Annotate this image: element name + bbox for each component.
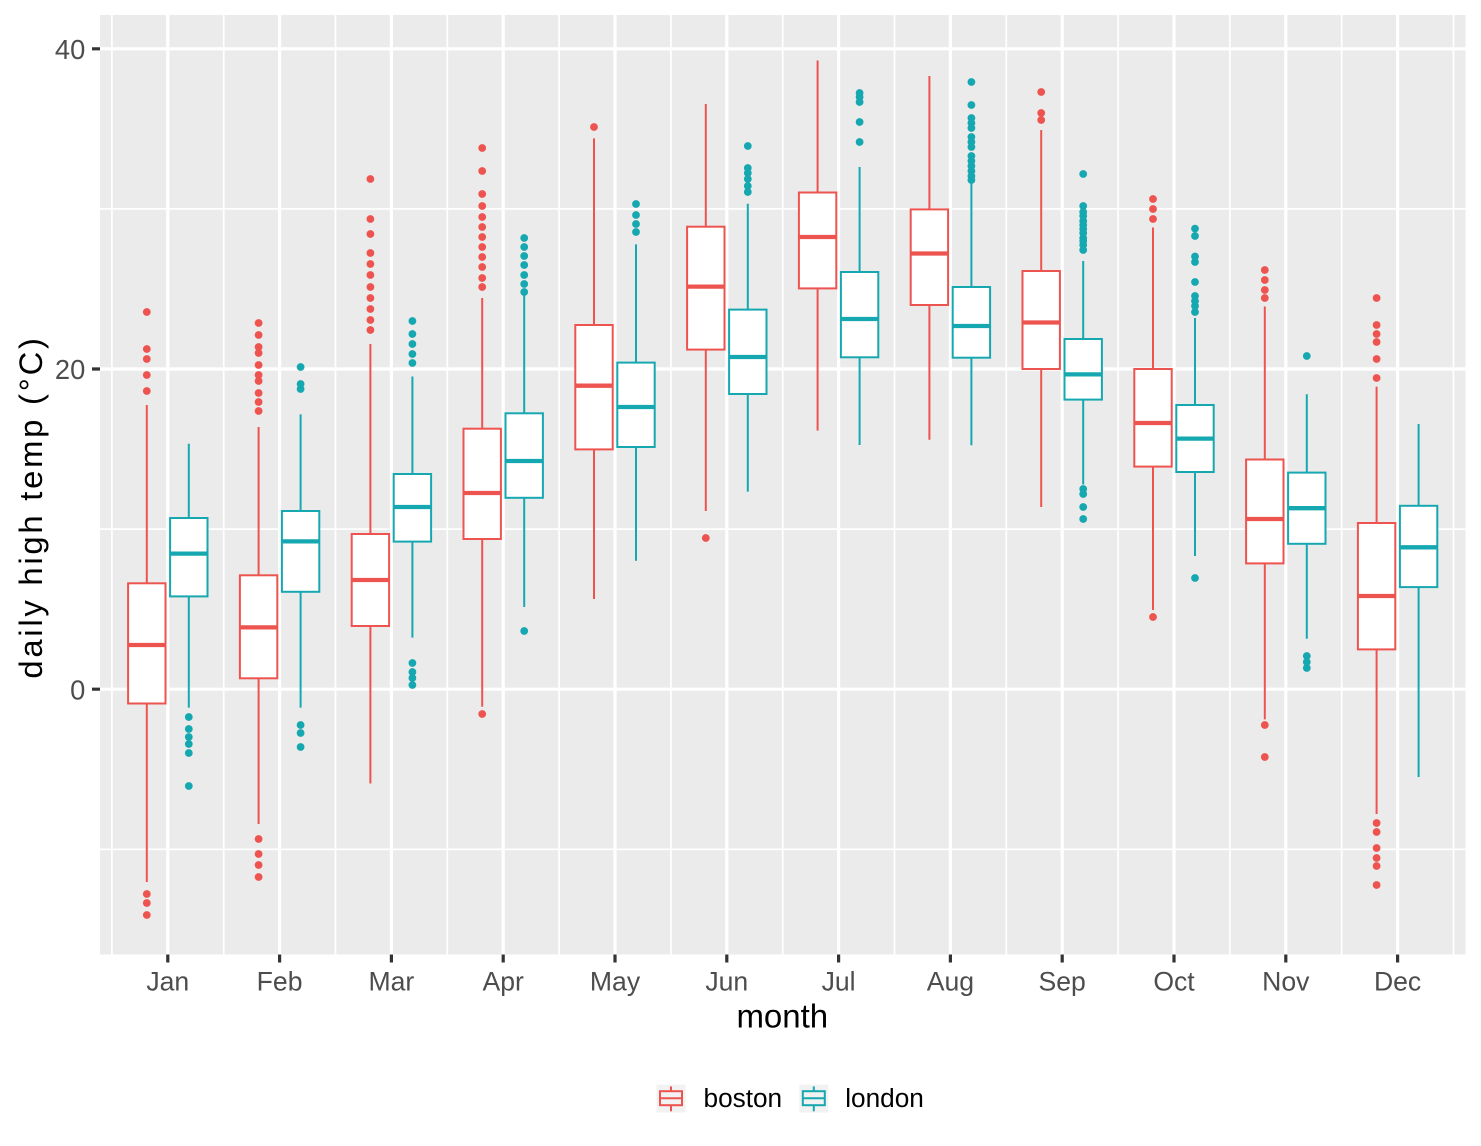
svg-text:Feb: Feb xyxy=(257,967,303,997)
svg-text:Mar: Mar xyxy=(368,967,414,997)
svg-text:Aug: Aug xyxy=(927,967,974,997)
svg-text:Dec: Dec xyxy=(1374,967,1421,997)
svg-text:month: month xyxy=(736,997,828,1034)
svg-text:daily high temp (°C): daily high temp (°C) xyxy=(12,335,49,678)
svg-text:Sep: Sep xyxy=(1039,967,1086,997)
svg-text:May: May xyxy=(590,967,641,997)
svg-text:20: 20 xyxy=(55,354,85,385)
svg-text:london: london xyxy=(845,1083,924,1113)
svg-text:40: 40 xyxy=(55,34,85,65)
svg-text:boston: boston xyxy=(704,1083,783,1113)
svg-text:Jun: Jun xyxy=(705,967,748,997)
svg-text:Nov: Nov xyxy=(1262,967,1310,997)
svg-text:Jan: Jan xyxy=(146,967,189,997)
svg-text:Oct: Oct xyxy=(1153,967,1195,997)
svg-text:0: 0 xyxy=(70,674,85,705)
svg-text:Jul: Jul xyxy=(822,967,856,997)
svg-text:Apr: Apr xyxy=(483,967,525,997)
